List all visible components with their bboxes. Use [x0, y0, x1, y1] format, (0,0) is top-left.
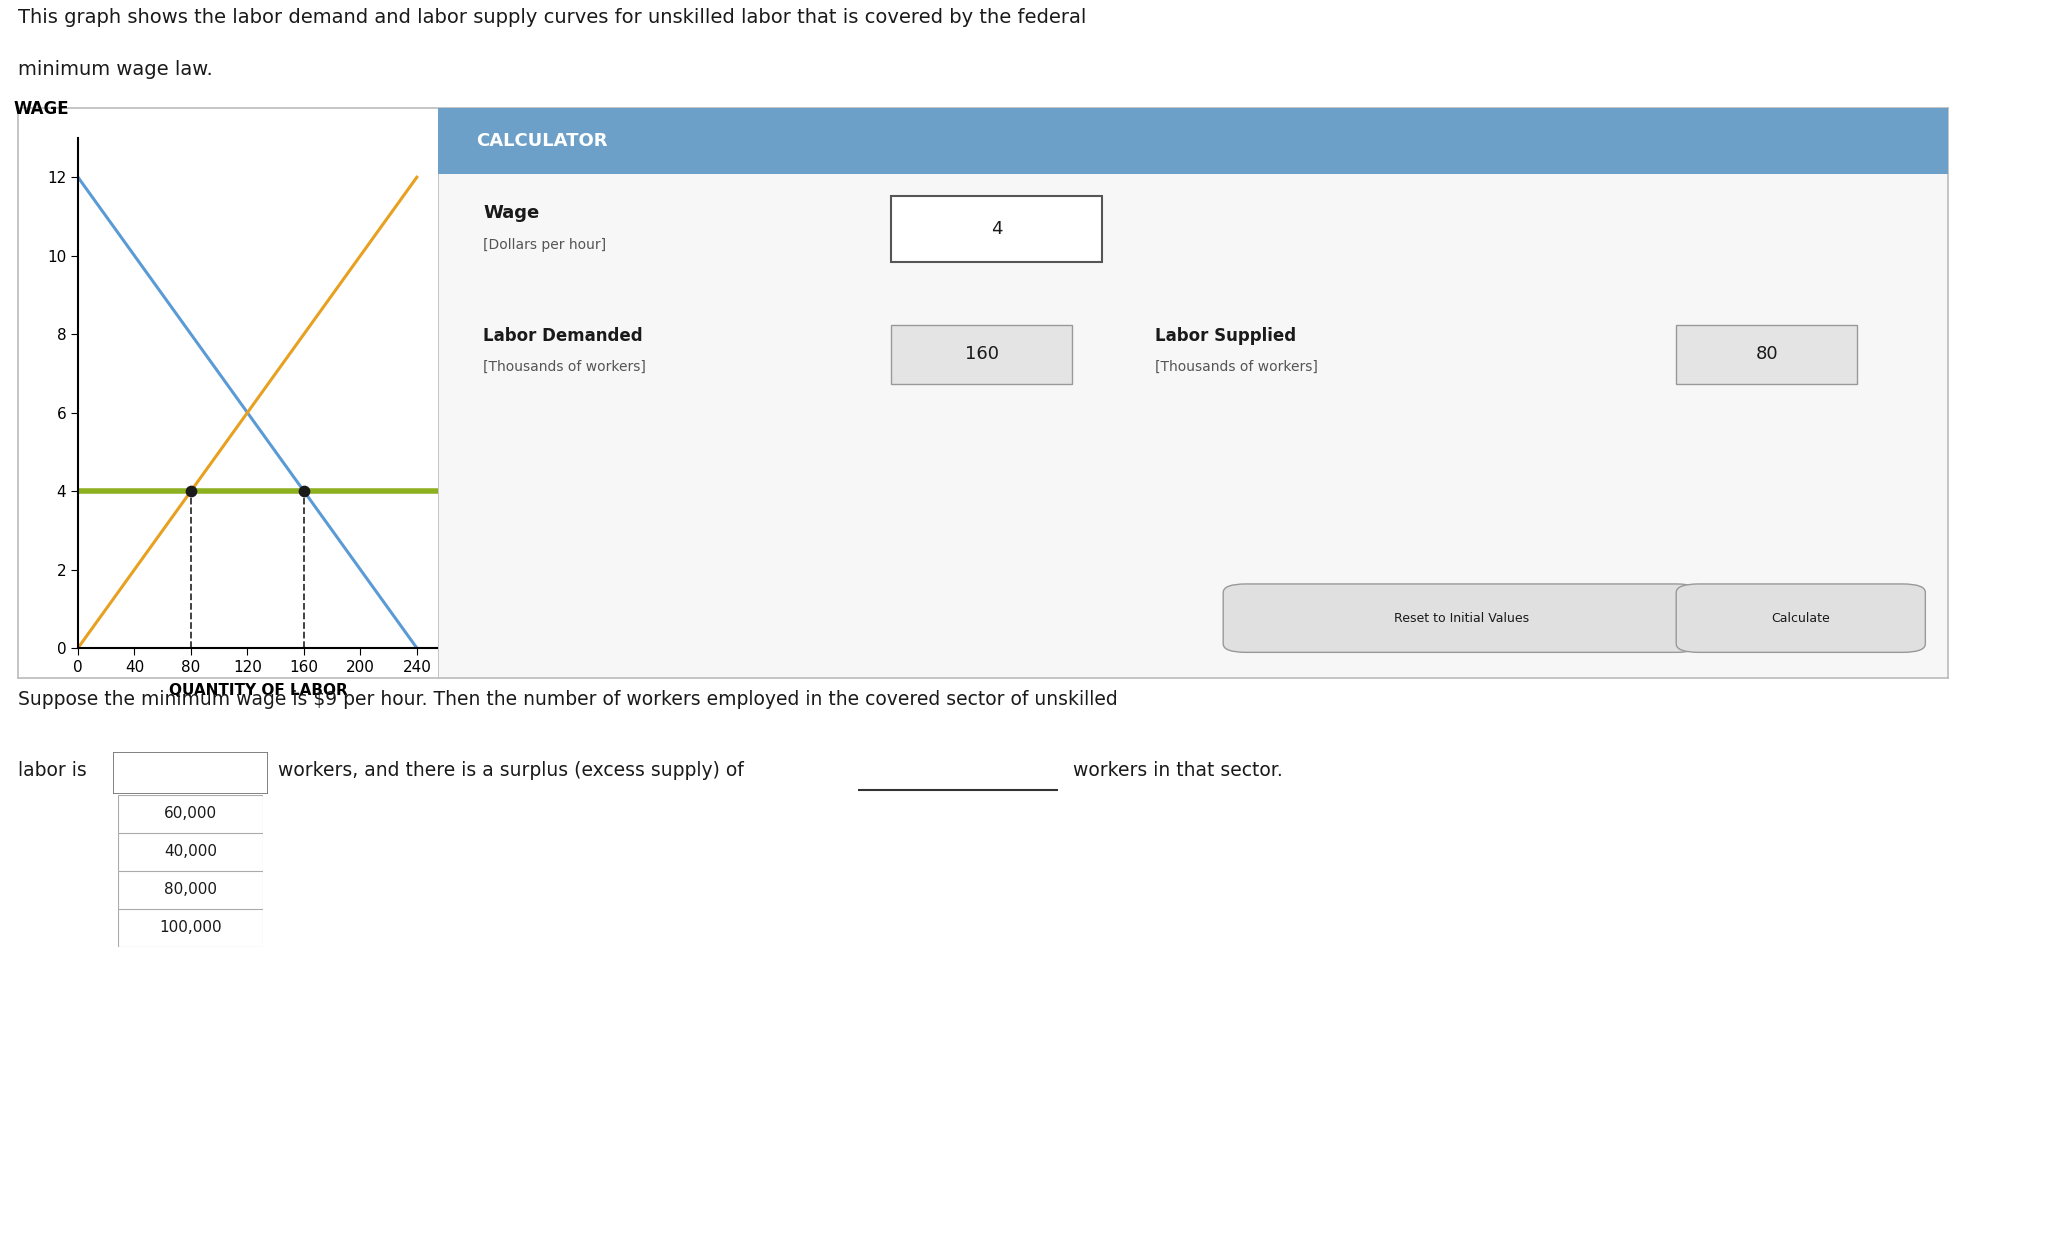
- Text: Calculate: Calculate: [1772, 612, 1831, 625]
- FancyBboxPatch shape: [1676, 583, 1925, 652]
- Text: This graph shows the labor demand and labor supply curves for unskilled labor th: This graph shows the labor demand and la…: [18, 8, 1086, 28]
- Text: 80: 80: [1755, 346, 1778, 363]
- Bar: [890, 324, 1072, 384]
- X-axis label: QUANTITY OF LABOR: QUANTITY OF LABOR: [168, 684, 348, 699]
- Text: Labor Demanded: Labor Demanded: [483, 327, 642, 346]
- Text: 60,000: 60,000: [164, 806, 217, 821]
- FancyBboxPatch shape: [890, 197, 1103, 262]
- Text: CALCULATOR: CALCULATOR: [477, 131, 608, 150]
- Text: labor is: labor is: [18, 761, 86, 780]
- Text: Wage: Wage: [483, 204, 540, 223]
- Bar: [1676, 324, 1858, 384]
- Text: 4: 4: [990, 220, 1003, 238]
- Text: 160: 160: [964, 346, 998, 363]
- Text: [Thousands of workers]: [Thousands of workers]: [1156, 361, 1318, 374]
- Text: [Dollars per hour]: [Dollars per hour]: [483, 238, 606, 252]
- Text: 80,000: 80,000: [164, 883, 217, 898]
- Text: [Thousands of workers]: [Thousands of workers]: [483, 361, 647, 374]
- Text: 40,000: 40,000: [164, 845, 217, 860]
- Text: minimum wage law.: minimum wage law.: [18, 60, 213, 79]
- Point: [174, 481, 207, 501]
- Text: 100,000: 100,000: [160, 920, 221, 935]
- Point: [288, 481, 321, 501]
- Text: Reset to Initial Values: Reset to Initial Values: [1393, 612, 1528, 625]
- Text: Suppose the minimum wage is $9 per hour. Then the number of workers employed in : Suppose the minimum wage is $9 per hour.…: [18, 690, 1117, 709]
- Text: workers in that sector.: workers in that sector.: [1072, 761, 1283, 780]
- Text: workers, and there is a surplus (excess supply) of: workers, and there is a surplus (excess …: [278, 761, 745, 780]
- Text: WAGE: WAGE: [12, 100, 70, 118]
- FancyBboxPatch shape: [1224, 583, 1698, 652]
- Text: Labor Supplied: Labor Supplied: [1156, 327, 1297, 346]
- Bar: [438, 108, 1948, 174]
